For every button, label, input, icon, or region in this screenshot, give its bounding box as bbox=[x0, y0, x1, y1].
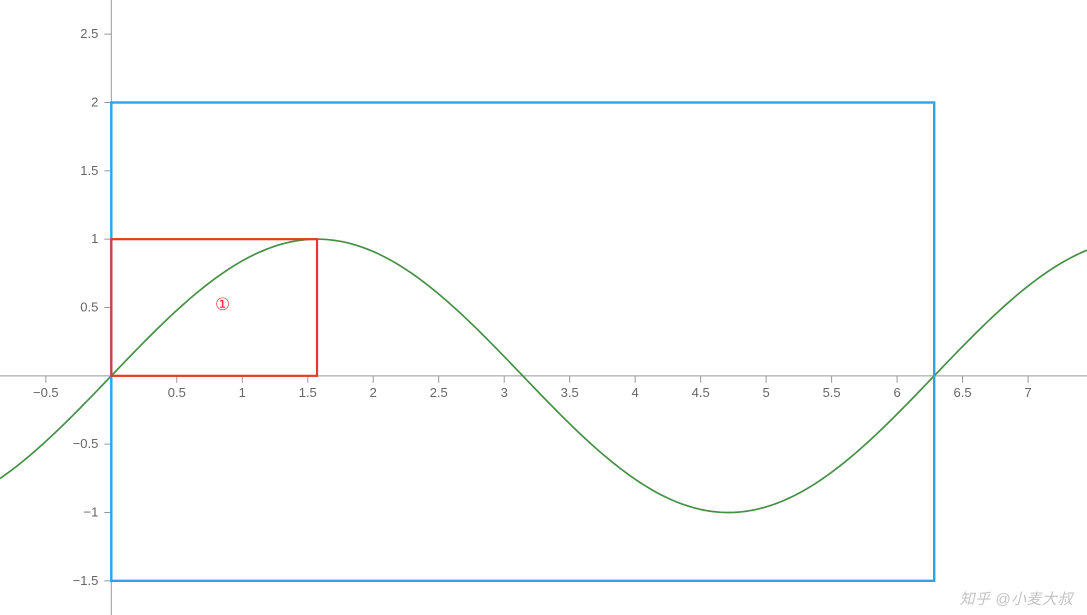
y-tick-label: 0.5 bbox=[80, 300, 98, 315]
x-tick-label: 7 bbox=[1024, 385, 1031, 400]
x-tick-label: 1.5 bbox=[299, 385, 317, 400]
y-tick-label: −1 bbox=[83, 505, 98, 520]
x-tick-label: 3 bbox=[501, 385, 508, 400]
y-tick-label: 1.5 bbox=[80, 163, 98, 178]
x-tick-label: 3.5 bbox=[561, 385, 579, 400]
chart-canvas: −0.5 0.5 1 1.5 2 2.5 3 3.5 4 4.5 5 5.5 6 6.5 7 −1.5 −1 −0… bbox=[0, 0, 1087, 615]
x-tick-label: 6 bbox=[893, 385, 900, 400]
x-tick-label: 5 bbox=[763, 385, 770, 400]
x-tick-label: 1 bbox=[239, 385, 246, 400]
x-tick-label: 4.5 bbox=[692, 385, 710, 400]
y-tick-label: −0.5 bbox=[73, 436, 99, 451]
y-tick-label: 2 bbox=[91, 95, 98, 110]
y-tick-label: −1.5 bbox=[73, 573, 99, 588]
x-tick-label: 2 bbox=[370, 385, 377, 400]
x-tick-label: −0.5 bbox=[33, 385, 59, 400]
annotation-label-1: ① bbox=[215, 295, 230, 314]
y-tick-label: 2.5 bbox=[80, 26, 98, 41]
x-tick-label: 5.5 bbox=[823, 385, 841, 400]
outer-rectangle bbox=[111, 103, 934, 581]
y-tick-label: 1 bbox=[91, 231, 98, 246]
x-tick-label: 2.5 bbox=[430, 385, 448, 400]
x-tick-label: 4 bbox=[632, 385, 639, 400]
x-tick-label: 6.5 bbox=[954, 385, 972, 400]
x-tick-label: 0.5 bbox=[168, 385, 186, 400]
